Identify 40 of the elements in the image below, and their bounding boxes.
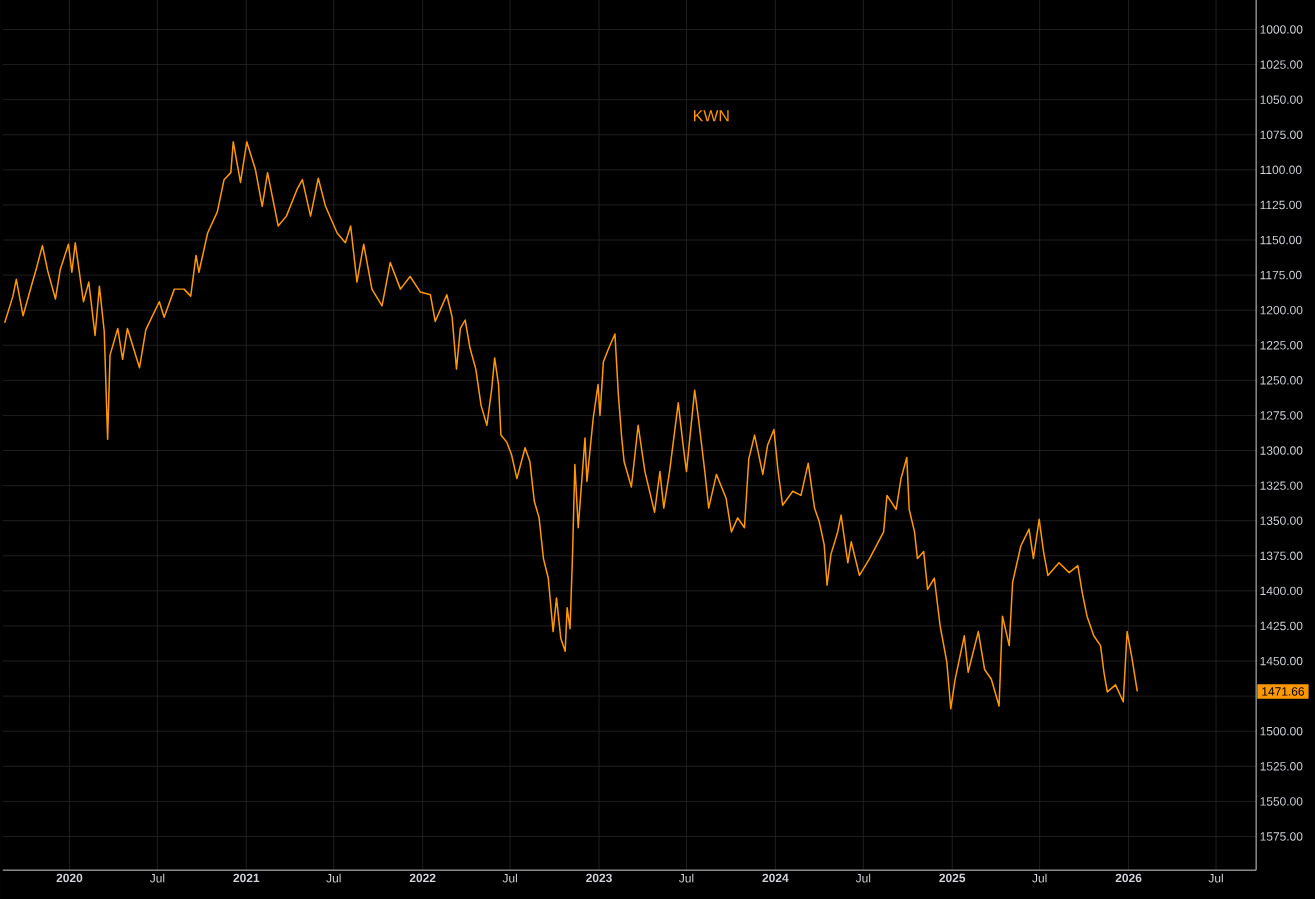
y-tick-label: 1400.00 (1260, 586, 1303, 596)
y-tick-label: 1075.00 (1260, 130, 1303, 139)
y-tick-label: 1275.00 (1260, 411, 1303, 420)
x-tick-label: Jul (326, 873, 341, 883)
y-tick-label: 1325.00 (1260, 481, 1303, 490)
y-tick-label: 1200.00 (1260, 305, 1303, 315)
y-tick-label: 1125.00 (1260, 200, 1302, 210)
text: 1471.66 (1262, 687, 1305, 696)
y-tick-label: 1300.00 (1260, 446, 1303, 455)
y-tick-label: 1575.00 (1260, 832, 1303, 841)
y-tick-label: 1375.00 (1260, 551, 1303, 560)
x-tick-label: Jul (149, 873, 165, 883)
y-tick-label: 1100.00 (1260, 165, 1302, 175)
x-tick-label: 2023 (586, 873, 612, 883)
x-tick-label: 2022 (409, 873, 436, 883)
y-tick-label: 1225.00 (1260, 340, 1303, 350)
y-tick-label: 1025.00 (1260, 60, 1303, 69)
text: KWN (693, 110, 729, 122)
y-tick-label: 1050.00 (1260, 95, 1303, 104)
x-tick-label: Jul (1032, 873, 1047, 883)
x-tick-label: 2024 (762, 873, 789, 883)
y-tick-label: 1000.00 (1260, 25, 1303, 34)
y-tick-label: 1450.00 (1260, 656, 1303, 666)
y-tick-label: 1525.00 (1260, 762, 1303, 771)
x-tick-label: Jul (855, 873, 871, 883)
y-tick-label: 1500.00 (1260, 726, 1303, 736)
y-tick-label: 1350.00 (1260, 516, 1303, 525)
x-tick-label: Jul (1208, 873, 1223, 883)
x-tick-label: Jul (678, 873, 694, 883)
x-tick-label: 2026 (1115, 873, 1142, 883)
x-tick-label: 2021 (233, 873, 260, 883)
y-tick-label: 1550.00 (1260, 797, 1303, 806)
line-series (3, 140, 1139, 710)
y-tick-label: 1250.00 (1260, 376, 1303, 385)
x-tick-label: 2025 (939, 873, 966, 883)
y-tick-label: 1425.00 (1260, 621, 1303, 631)
x-tick-label: Jul (502, 873, 517, 883)
x-tick-label: 2020 (56, 873, 83, 883)
y-tick-label: 1150.00 (1260, 235, 1302, 245)
y-tick-label: 1175.00 (1260, 270, 1302, 280)
